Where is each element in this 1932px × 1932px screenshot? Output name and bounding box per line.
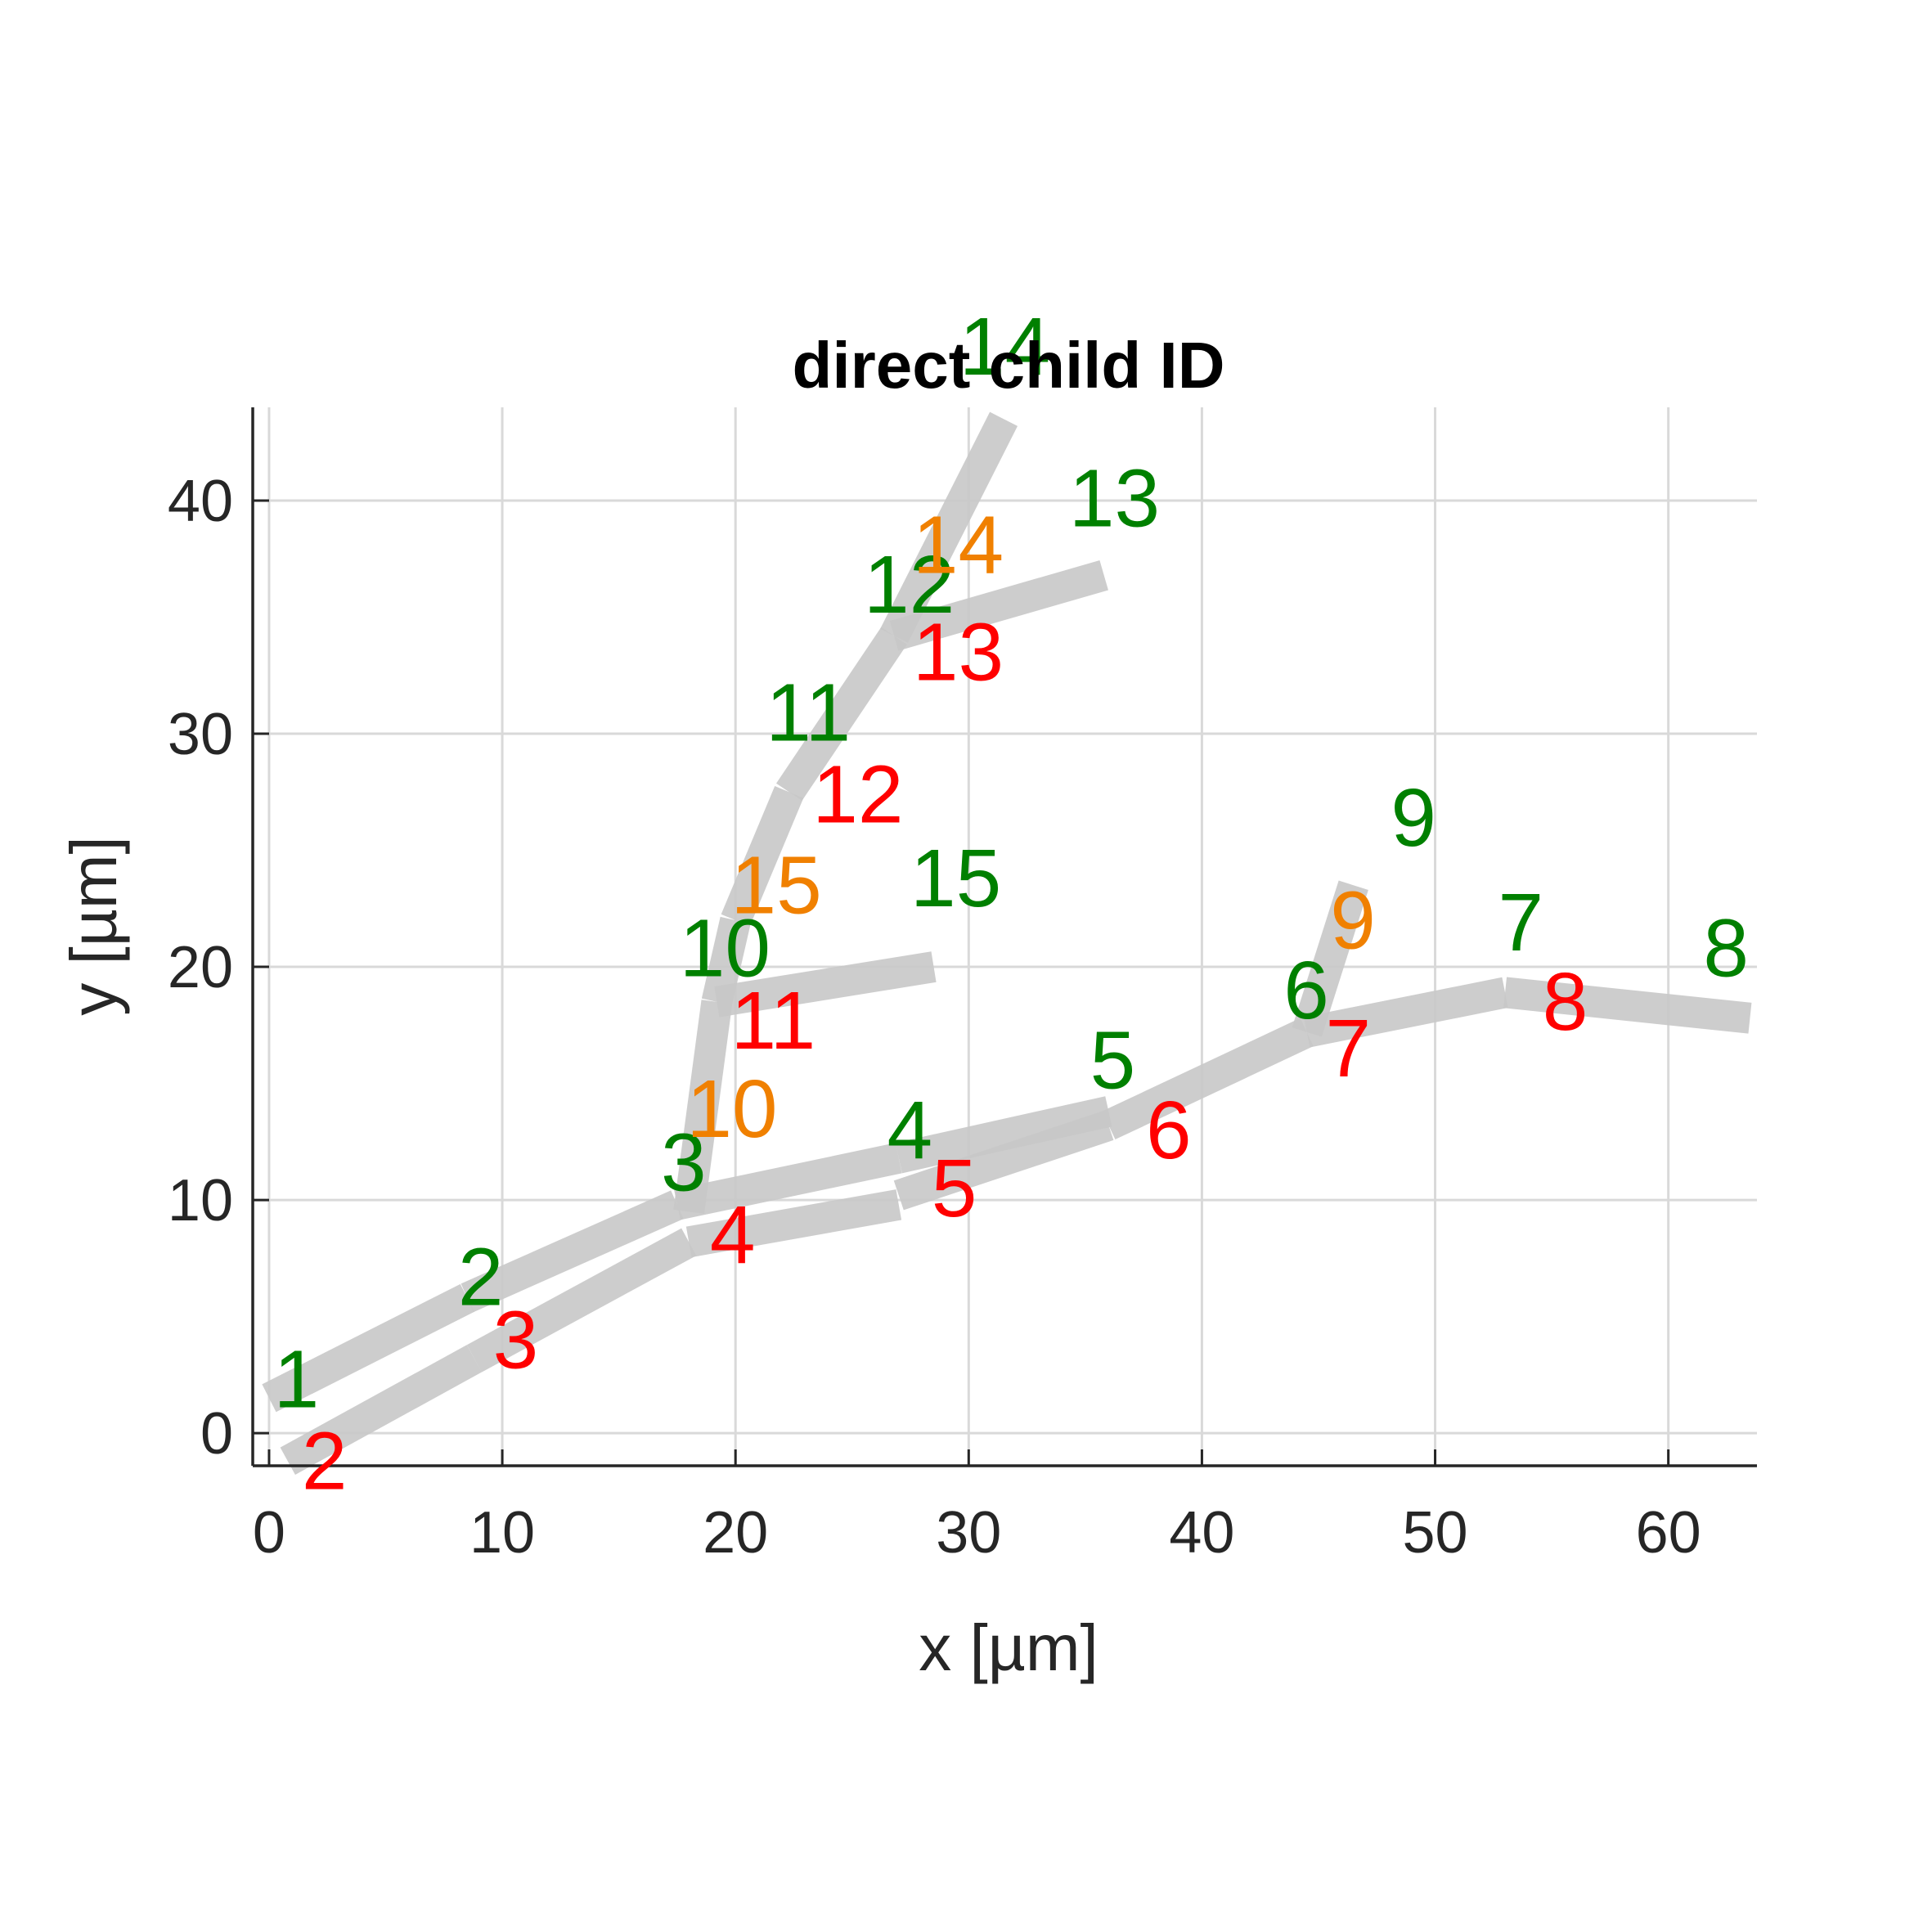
segment-7 xyxy=(893,1110,1114,1211)
segment-4 xyxy=(466,1228,697,1373)
segment-2 xyxy=(280,1345,483,1475)
end-label-8: 8 xyxy=(1543,956,1588,1048)
y-tick-label: 30 xyxy=(168,702,233,767)
segment-11 xyxy=(1503,977,1752,1034)
segment-10 xyxy=(1304,977,1508,1048)
start-label-1: 1 xyxy=(274,1334,320,1426)
x-tick-label: 20 xyxy=(703,1500,768,1566)
segment-5 xyxy=(685,1189,902,1258)
end-label-5: 5 xyxy=(932,1143,977,1234)
x-axis-label: x [µm] xyxy=(919,1611,1098,1684)
start-label-4: 4 xyxy=(887,1085,933,1176)
start-label-5: 5 xyxy=(1090,1014,1136,1106)
start-label-2: 2 xyxy=(458,1231,504,1323)
start-label-9: 9 xyxy=(1391,772,1436,864)
y-tick-label: 0 xyxy=(200,1401,233,1467)
segment-13 xyxy=(673,1000,733,1214)
end-label-3: 3 xyxy=(493,1294,539,1386)
grid xyxy=(253,407,1757,1466)
segment-18 xyxy=(889,559,1108,651)
start-label-14: 14 xyxy=(959,301,1050,393)
end-label-7: 7 xyxy=(1326,1003,1372,1094)
y-tick-label: 40 xyxy=(168,469,233,534)
segment-1 xyxy=(262,1283,474,1413)
segment-19 xyxy=(714,951,937,1018)
y-tick-label: 10 xyxy=(168,1168,233,1233)
end-label-12: 12 xyxy=(812,748,903,840)
start-label-15: 15 xyxy=(910,833,1001,924)
end-label-11: 11 xyxy=(730,975,815,1067)
segment-3 xyxy=(461,1190,684,1313)
child-label-14: 14 xyxy=(913,499,1004,591)
end-label-4: 4 xyxy=(710,1189,756,1281)
start-label-10: 10 xyxy=(680,902,771,994)
y-axis-label: y [µm] xyxy=(57,836,130,1015)
x-tick-label: 40 xyxy=(1169,1500,1234,1566)
start-label-12: 12 xyxy=(864,539,955,631)
segments xyxy=(262,411,1752,1475)
end-label-2: 2 xyxy=(302,1416,348,1507)
x-tick-label: 0 xyxy=(253,1500,285,1566)
x-tick-label: 50 xyxy=(1402,1500,1467,1566)
child-label-9: 9 xyxy=(1330,874,1376,966)
start-label-6: 6 xyxy=(1283,945,1329,1036)
segment-15 xyxy=(721,785,804,927)
chart-title: direct child ID xyxy=(793,329,1225,402)
start-label-3: 3 xyxy=(661,1117,707,1209)
x-tick-label: 30 xyxy=(936,1500,1001,1566)
child-label-15: 15 xyxy=(730,839,821,931)
start-label-7: 7 xyxy=(1498,877,1544,968)
segment-9 xyxy=(1102,1018,1314,1140)
segment-8 xyxy=(895,1096,1112,1174)
start-label-11: 11 xyxy=(766,667,851,759)
segment-6 xyxy=(673,1143,902,1220)
start-label-13: 13 xyxy=(1069,452,1160,544)
axes: 0 10 20 30 40 50 60 0 10 20 30 40 xyxy=(168,407,1757,1566)
end-label-13: 13 xyxy=(913,606,1004,698)
segment-17 xyxy=(880,411,1018,643)
x-tick-label: 60 xyxy=(1636,1500,1701,1566)
child-label-10: 10 xyxy=(686,1063,777,1155)
segment-16 xyxy=(775,627,907,801)
end-label-6: 6 xyxy=(1146,1085,1192,1176)
segment-12 xyxy=(1292,880,1368,1037)
x-tick-label: 10 xyxy=(470,1500,535,1566)
y-tick-label: 20 xyxy=(168,935,233,1000)
start-label-8: 8 xyxy=(1703,902,1749,994)
